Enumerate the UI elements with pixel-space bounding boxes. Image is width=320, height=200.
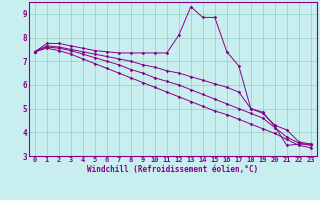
X-axis label: Windchill (Refroidissement éolien,°C): Windchill (Refroidissement éolien,°C) <box>87 165 258 174</box>
